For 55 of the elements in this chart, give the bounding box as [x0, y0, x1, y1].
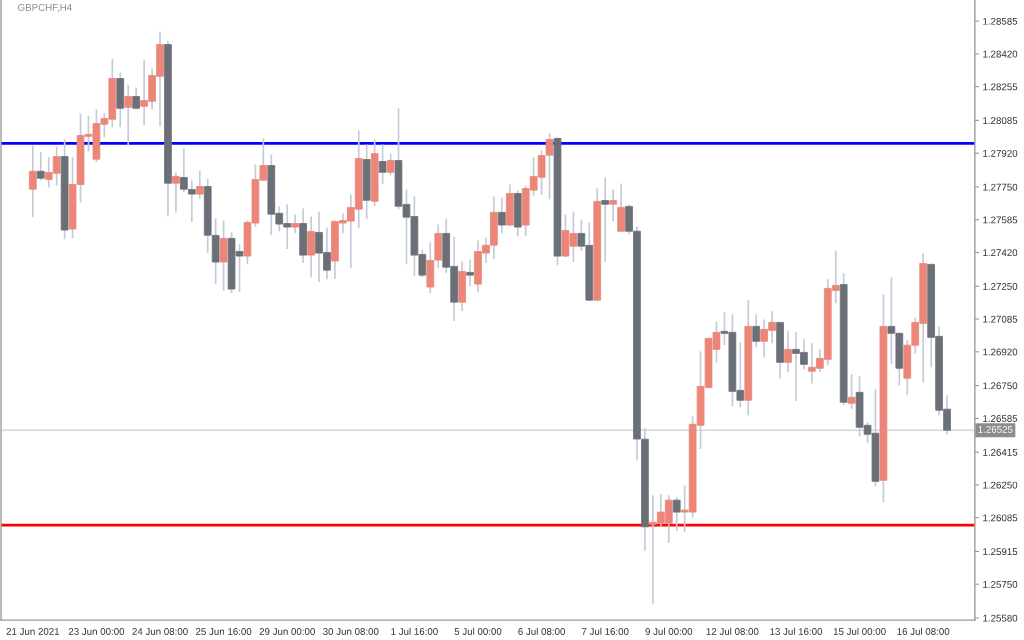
y-tick-label: 1.25580: [983, 614, 1018, 622]
x-tick-label: 1 Jul 16:00: [391, 627, 438, 635]
y-tick-label: 1.28420: [983, 50, 1018, 58]
x-tick-label: 9 Jul 00:00: [645, 627, 693, 635]
y-tick-label: 1.26920: [983, 348, 1018, 356]
x-tick-label: 30 Jun 08:00: [323, 628, 379, 635]
candlestick: [291, 213, 299, 235]
candlestick: [672, 496, 681, 532]
y-tick-label: 1.27585: [983, 216, 1018, 224]
y-tick-label: 1.26585: [983, 415, 1018, 422]
candlestick: [609, 188, 617, 222]
candlestick: [601, 176, 610, 263]
y-tick-label: 1.27750: [983, 183, 1018, 191]
y-tick-label: 1.27920: [983, 149, 1018, 157]
candlestick: [307, 215, 315, 278]
candlestick: [36, 151, 45, 182]
candlestick: [752, 313, 761, 349]
x-tick-label: 21 Jun 2021: [6, 628, 60, 635]
candlestick: [219, 219, 228, 292]
chart-title: GBPCHF,H4: [18, 3, 72, 13]
x-tick-label: 12 Jul 08:00: [706, 627, 759, 635]
y-tick-label: 1.28255: [983, 83, 1018, 91]
candlestick: [617, 182, 625, 233]
candlestick: [195, 169, 204, 200]
y-tick-label: 1.26750: [983, 382, 1018, 390]
candlestick: [124, 83, 133, 147]
x-tick-label: 5 Jul 00:00: [454, 627, 502, 635]
candlestick: [847, 373, 856, 411]
x-tick-label: 15 Jul 00:00: [833, 627, 886, 635]
y-tick-label: 1.26415: [983, 448, 1018, 456]
y-tick-label: 1.26085: [983, 514, 1018, 522]
candlestick: [386, 152, 395, 177]
candlestick: [28, 144, 37, 218]
y-tick-label: 1.25750: [983, 580, 1018, 588]
candlestick: [784, 330, 792, 374]
x-tick-label: 16 Jul 08:00: [897, 627, 950, 635]
ref-line-label: 1.26525: [978, 426, 1013, 433]
y-tick-label: 1.27085: [983, 315, 1018, 323]
x-tick-label: 7 Jul 16:00: [581, 627, 629, 635]
x-tick-label: 25 Jun 16:00: [195, 628, 252, 635]
candlestick: [172, 171, 180, 214]
candlestick: [466, 258, 474, 287]
y-tick-label: 1.25915: [983, 548, 1018, 556]
x-tick-label: 23 Jun 00:00: [68, 628, 125, 635]
y-tick-label: 1.26250: [983, 481, 1018, 489]
x-tick-label: 29 Jun 00:00: [259, 628, 315, 635]
candlestick: [498, 196, 506, 235]
y-tick-label: 1.28085: [983, 117, 1018, 125]
y-tick-label: 1.27420: [983, 249, 1018, 257]
candlestick: [378, 143, 387, 186]
x-tick-label: 24 Jun 08:00: [132, 628, 188, 635]
y-tick-label: 1.27250: [983, 283, 1018, 290]
x-tick-label: 13 Jul 16:00: [770, 627, 823, 635]
y-tick-label: 1.28585: [983, 17, 1018, 25]
x-tick-label: 6 Jul 08:00: [518, 627, 565, 635]
